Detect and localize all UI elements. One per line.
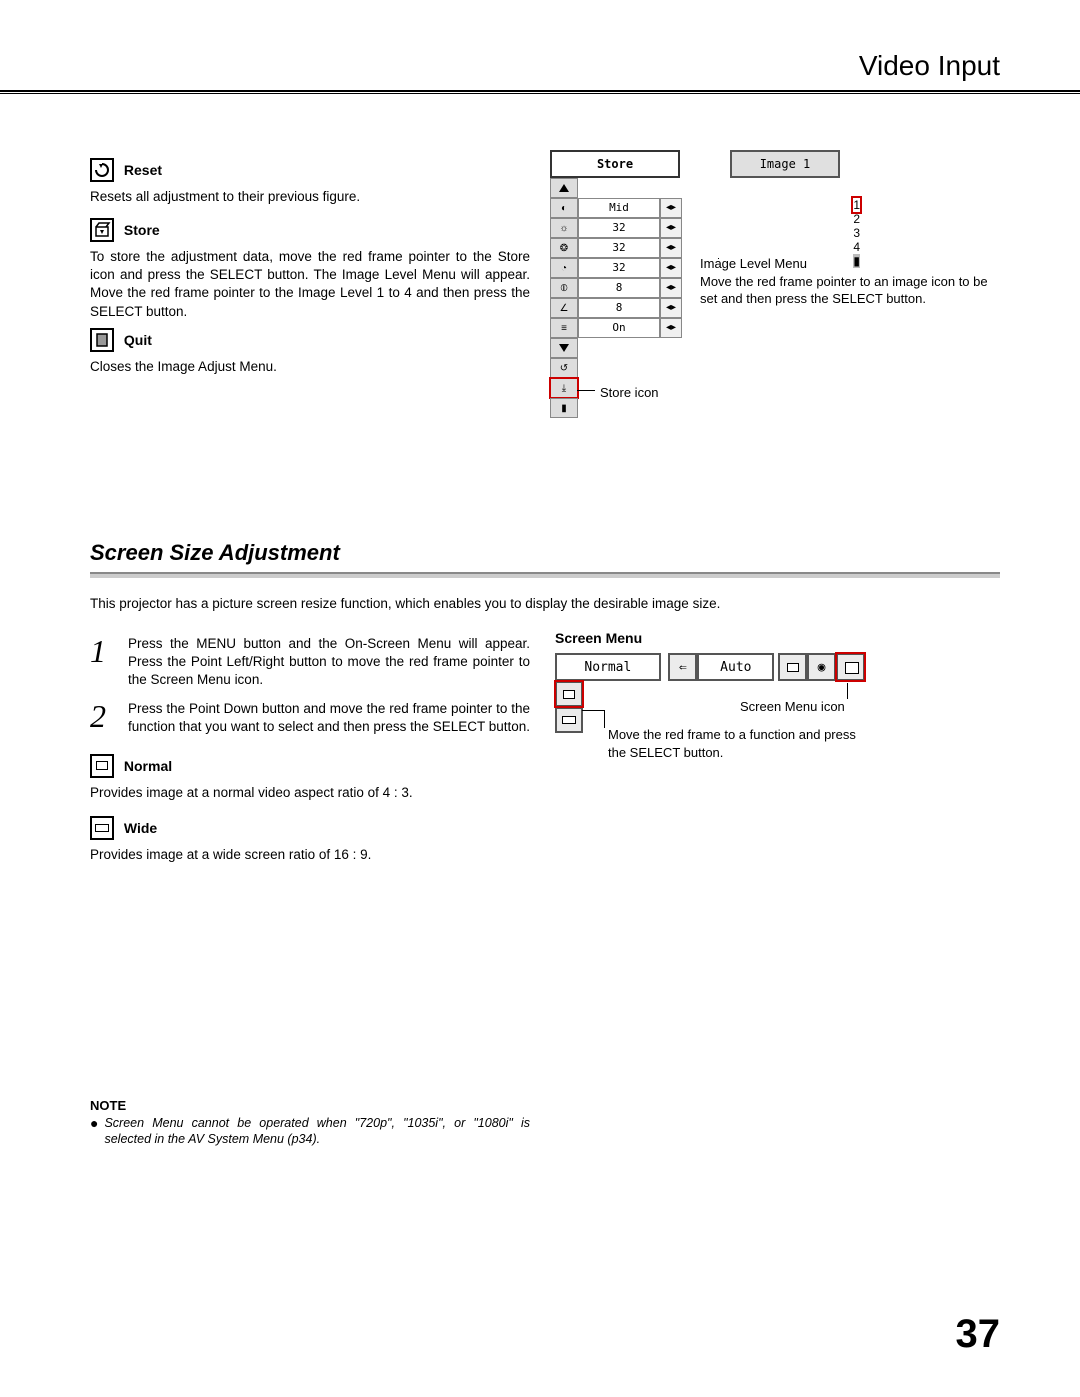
image-level-callout: Image Level Menu Move the red frame poin… bbox=[700, 255, 1000, 308]
adjust-arrows-icon[interactable]: ◂▸ bbox=[660, 218, 682, 238]
osd-image-button[interactable]: Image 1 bbox=[730, 150, 840, 178]
osd-row-val: Mid bbox=[578, 198, 660, 218]
osd-row-val: 8 bbox=[578, 278, 660, 298]
normal-desc: Provides image at a normal video aspect … bbox=[90, 784, 530, 802]
color-icon[interactable]: ❂ bbox=[550, 238, 578, 258]
step-2-text: Press the Point Down button and move the… bbox=[128, 700, 530, 736]
osd-row-val: 32 bbox=[578, 238, 660, 258]
osd-row-val: 8 bbox=[578, 298, 660, 318]
screen-size-section: Screen Size Adjustment This projector ha… bbox=[90, 540, 1000, 611]
page-number: 37 bbox=[956, 1312, 1001, 1357]
image-level-1-icon[interactable]: 1 bbox=[853, 198, 860, 212]
screen-menu-move-callout: Move the red frame to a function and pre… bbox=[608, 726, 868, 761]
quit-title: Quit bbox=[124, 332, 152, 348]
note-text: Screen Menu cannot be operated when "720… bbox=[104, 1115, 530, 1148]
bullet-icon: ● bbox=[90, 1115, 98, 1148]
quit-desc: Closes the Image Adjust Menu. bbox=[90, 358, 530, 376]
wide-icon bbox=[90, 816, 114, 840]
screen-menu-normal[interactable]: Normal bbox=[555, 653, 661, 681]
image-level-3-icon[interactable]: 3 bbox=[853, 226, 860, 240]
adjust-arrows-icon[interactable]: ◂▸ bbox=[660, 198, 682, 218]
note-title: NOTE bbox=[90, 1098, 530, 1113]
step-2-num: 2 bbox=[90, 700, 114, 736]
store-title: Store bbox=[124, 222, 160, 238]
sharp-icon[interactable]: ⦶ bbox=[550, 278, 578, 298]
adjust-arrows-icon[interactable]: ◂▸ bbox=[660, 298, 682, 318]
screen-normal-icon[interactable] bbox=[555, 681, 583, 707]
reset-icon bbox=[90, 158, 114, 182]
section-rule bbox=[90, 572, 1000, 578]
image-level-4-icon[interactable]: 4 bbox=[853, 240, 860, 254]
arrow-up-icon[interactable] bbox=[550, 178, 578, 198]
screen-menu-icon-b[interactable]: ◉ bbox=[807, 653, 836, 681]
reset-desc: Resets all adjustment to their previous … bbox=[90, 188, 530, 206]
screen-menu-auto[interactable]: Auto bbox=[697, 653, 774, 681]
wide-desc: Provides image at a wide screen ratio of… bbox=[90, 846, 530, 864]
store-item: Store To store the adjustment data, move… bbox=[90, 218, 530, 321]
osd-store-button[interactable]: Store bbox=[550, 150, 680, 178]
lines-icon[interactable]: ≡ bbox=[550, 318, 578, 338]
screen-menu-icon-a[interactable] bbox=[778, 653, 807, 681]
wide-title: Wide bbox=[124, 820, 157, 836]
note-block: NOTE ● Screen Menu cannot be operated wh… bbox=[90, 1098, 530, 1148]
osd-row-val: 32 bbox=[578, 218, 660, 238]
osd-row-val: 32 bbox=[578, 258, 660, 278]
quit-side-icon[interactable]: ▮ bbox=[550, 398, 578, 418]
store-desc: To store the adjustment data, move the r… bbox=[90, 248, 530, 321]
image-level-2-icon[interactable]: 2 bbox=[853, 212, 860, 226]
adjust-arrows-icon[interactable]: ◂▸ bbox=[660, 258, 682, 278]
reset-item: Reset Resets all adjustment to their pre… bbox=[90, 158, 530, 206]
screen-menu-icon-c[interactable] bbox=[836, 653, 865, 681]
normal-title: Normal bbox=[124, 758, 172, 774]
normal-icon bbox=[90, 754, 114, 778]
page-header: Video Input bbox=[859, 50, 1000, 82]
screen-menu-icon-callout: Screen Menu icon bbox=[740, 698, 845, 716]
section-intro: This projector has a picture screen resi… bbox=[90, 596, 1000, 611]
wide-item: Wide Provides image at a wide screen rat… bbox=[90, 816, 530, 864]
contrast-icon[interactable]: ◐ bbox=[550, 198, 578, 218]
quit-icon bbox=[90, 328, 114, 352]
store-icon-callout: Store icon bbox=[600, 384, 659, 402]
gamma-icon[interactable]: ∠ bbox=[550, 298, 578, 318]
screen-wide-icon[interactable] bbox=[555, 707, 583, 733]
adjust-arrows-icon[interactable]: ◂▸ bbox=[660, 318, 682, 338]
header-rule bbox=[0, 90, 1080, 94]
step-1-text: Press the MENU button and the On-Screen … bbox=[128, 635, 530, 690]
quit-item: Quit Closes the Image Adjust Menu. bbox=[90, 328, 530, 376]
arrow-down-icon[interactable] bbox=[550, 338, 578, 358]
section-title: Screen Size Adjustment bbox=[90, 540, 1000, 566]
brightness-icon[interactable]: ☼ bbox=[550, 218, 578, 238]
screen-menu-nav-icon[interactable]: ⇐ bbox=[668, 653, 697, 681]
adjust-arrows-icon[interactable]: ◂▸ bbox=[660, 278, 682, 298]
adjust-arrows-icon[interactable]: ◂▸ bbox=[660, 238, 682, 258]
screen-menu-osd: Normal ⇐ Auto ◉ bbox=[555, 653, 865, 733]
osd-sidebar: ◐ ☼ ❂ ◔ ⦶ ∠ ≡ ↺ ⤓ ▮ bbox=[550, 178, 578, 418]
step-1-num: 1 bbox=[90, 635, 114, 690]
osd-row-val: On bbox=[578, 318, 660, 338]
reset-title: Reset bbox=[124, 162, 162, 178]
tint-icon[interactable]: ◔ bbox=[550, 258, 578, 278]
store-icon bbox=[90, 218, 114, 242]
reset-side-icon[interactable]: ↺ bbox=[550, 358, 578, 378]
screen-menu-heading: Screen Menu bbox=[555, 630, 642, 646]
store-side-icon[interactable]: ⤓ bbox=[550, 378, 578, 398]
normal-item: Normal Provides image at a normal video … bbox=[90, 754, 530, 802]
steps: 1 Press the MENU button and the On-Scree… bbox=[90, 625, 530, 736]
